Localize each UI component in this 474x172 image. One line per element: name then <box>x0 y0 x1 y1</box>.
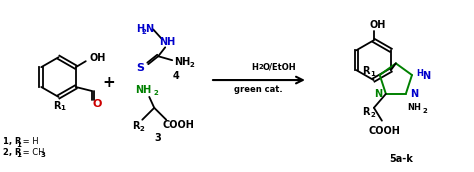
Text: 2: 2 <box>140 126 145 132</box>
Text: COOH: COOH <box>162 120 194 130</box>
Text: 1: 1 <box>60 105 65 111</box>
Text: N: N <box>374 89 382 99</box>
Text: 4: 4 <box>173 71 180 81</box>
Text: R: R <box>362 66 370 76</box>
Text: R: R <box>53 101 60 111</box>
Text: +: + <box>102 74 115 90</box>
Text: N: N <box>145 24 153 34</box>
Text: NH: NH <box>174 57 190 67</box>
Text: NH: NH <box>407 103 421 112</box>
Text: 1: 1 <box>370 71 375 77</box>
Text: R: R <box>362 107 370 117</box>
Text: N: N <box>422 71 430 81</box>
Text: H: H <box>252 63 258 72</box>
Text: 2: 2 <box>142 29 146 35</box>
Text: H: H <box>417 69 423 78</box>
Text: O/EtOH: O/EtOH <box>263 63 297 72</box>
Text: 3: 3 <box>155 133 162 143</box>
Text: green cat.: green cat. <box>234 85 282 94</box>
Text: 1: 1 <box>17 142 21 148</box>
Text: 2: 2 <box>154 90 159 96</box>
Text: 2: 2 <box>190 62 194 68</box>
Text: 2: 2 <box>259 64 264 70</box>
Text: N: N <box>410 89 418 99</box>
Text: NH: NH <box>135 85 151 95</box>
Text: H: H <box>136 24 145 34</box>
Text: 2, R: 2, R <box>3 148 21 157</box>
Text: COOH: COOH <box>369 126 401 136</box>
Text: 2: 2 <box>371 112 375 118</box>
Text: R: R <box>133 121 140 131</box>
Text: = CH: = CH <box>19 148 44 157</box>
Text: O: O <box>92 99 101 109</box>
Text: 1: 1 <box>17 152 21 158</box>
Text: OH: OH <box>90 53 106 63</box>
Text: NH: NH <box>159 37 175 47</box>
Text: 3: 3 <box>41 152 46 158</box>
Text: S: S <box>137 63 144 73</box>
Text: 2: 2 <box>422 108 427 114</box>
Text: OH: OH <box>369 19 386 30</box>
Text: 5a-k: 5a-k <box>389 154 413 164</box>
Text: 1, R: 1, R <box>3 137 21 146</box>
Text: = H: = H <box>19 137 38 146</box>
